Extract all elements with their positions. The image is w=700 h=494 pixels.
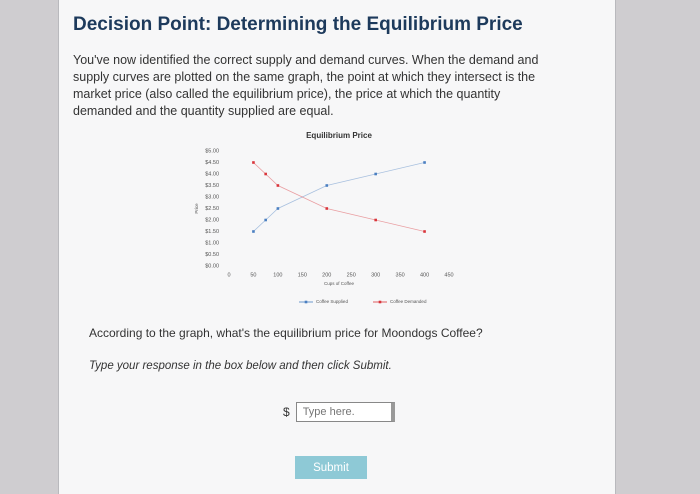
y-tick-label: $3.50	[205, 183, 219, 189]
chart-title: Equilibrium Price	[306, 131, 372, 140]
y-tick-label: $5.00	[205, 148, 219, 154]
y-tick-label: $0.00	[205, 263, 219, 269]
y-tick-label: $2.00	[205, 217, 219, 223]
data-point	[325, 207, 329, 210]
data-point	[374, 172, 377, 176]
question: According to the graph, what's the equil…	[89, 326, 483, 340]
currency-prefix: $	[283, 405, 290, 419]
series-line	[253, 162, 425, 232]
chart: Equilibrium Price Price Cups of Coffee $0.0…	[194, 131, 453, 304]
series-line	[253, 162, 425, 232]
answer-input[interactable]	[295, 402, 395, 422]
data-point	[276, 207, 280, 210]
x-tick-label: 50	[250, 272, 256, 278]
y-axis-label: Price	[194, 203, 199, 214]
x-tick-label: 200	[322, 272, 331, 278]
y-tick-label: $2.50	[205, 206, 219, 212]
x-tick-label: 0	[227, 272, 230, 278]
y-tick-label: $3.00	[205, 194, 219, 200]
data-point	[252, 230, 255, 233]
data-point	[423, 161, 426, 164]
x-axis-label: Cups of Coffee	[324, 281, 354, 286]
y-tick-label: $4.50	[205, 160, 219, 166]
instruction: Type your response in the box below and …	[89, 360, 392, 372]
data-point	[264, 172, 267, 176]
data-point	[325, 184, 329, 187]
y-tick-label: $4.00	[205, 171, 219, 177]
x-tick-label: 250	[347, 272, 356, 278]
y-tick-label: $0.50	[205, 252, 219, 258]
x-tick-label: 400	[420, 272, 429, 278]
intro-text: You've now identified the correct supply…	[73, 53, 539, 118]
data-point	[252, 161, 255, 164]
legend-marker	[304, 300, 308, 304]
x-tick-label: 350	[396, 272, 405, 278]
data-point	[423, 230, 426, 233]
x-tick-label: 150	[298, 272, 307, 278]
data-point	[374, 218, 377, 222]
x-tick-label: 450	[444, 272, 453, 278]
question-card: Decision Point: Determining the Equilibr…	[58, 0, 616, 494]
y-tick-label: $1.00	[205, 240, 219, 246]
answer-field: $	[283, 402, 395, 422]
legend-marker	[378, 300, 382, 304]
x-tick-label: 100	[273, 272, 282, 278]
legend-label: Coffee Demanded	[390, 299, 427, 304]
title: Decision Point: Determining the Equilibr…	[73, 14, 523, 35]
y-tick-label: $1.50	[205, 229, 219, 235]
data-point	[276, 184, 280, 187]
data-point	[264, 218, 267, 222]
submit-button[interactable]: Submit	[295, 456, 367, 479]
x-tick-label: 300	[371, 272, 380, 278]
legend-label: Coffee Supplied	[316, 299, 348, 304]
